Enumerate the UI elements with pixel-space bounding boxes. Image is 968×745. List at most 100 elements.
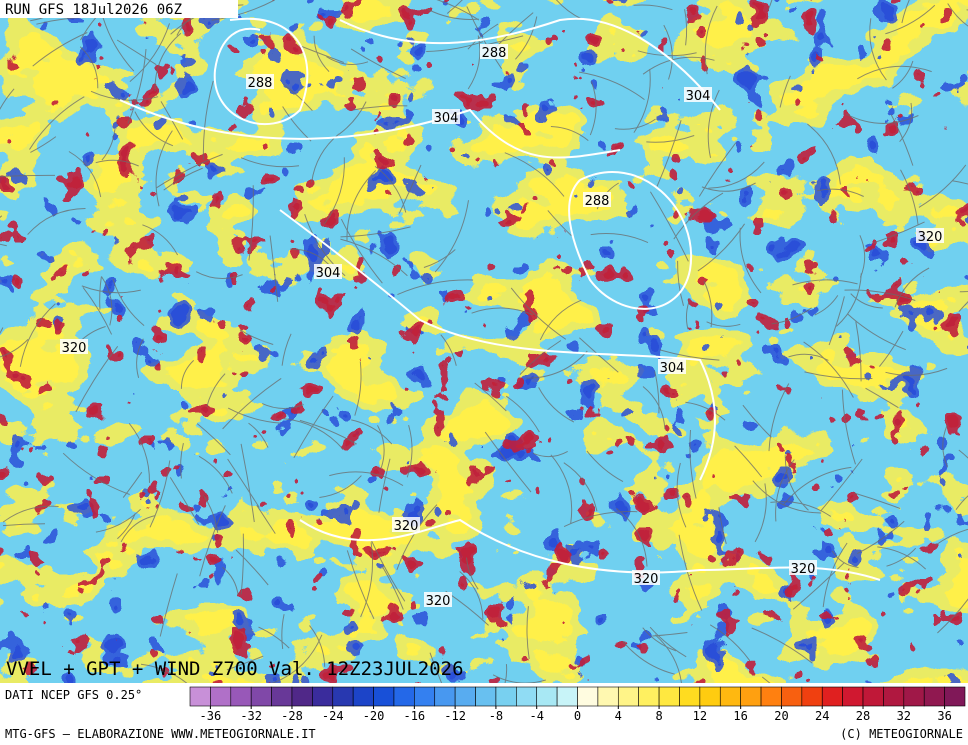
- streamline: [398, 164, 422, 214]
- streamline: [467, 23, 499, 50]
- streamline: [82, 286, 113, 335]
- streamline: [377, 425, 385, 469]
- streamline: [19, 303, 56, 367]
- streamline: [163, 167, 203, 191]
- streamline: [646, 135, 695, 143]
- streamline: [222, 566, 239, 596]
- contour-label-bg: [480, 44, 508, 59]
- contour: [213, 17, 309, 126]
- streamline: [281, 333, 292, 366]
- streamline: [900, 169, 919, 226]
- streamline: [426, 41, 484, 52]
- streamline: [751, 627, 813, 664]
- contour-label: 304: [434, 111, 459, 126]
- contour-label: 304: [686, 89, 711, 104]
- colorbar-tick-label: -4: [529, 709, 543, 723]
- streamline: [958, 301, 968, 312]
- streamline: [633, 4, 673, 11]
- colorbar-swatch: [658, 686, 680, 707]
- streamline: [75, 345, 119, 413]
- colorbar-swatch: [617, 686, 639, 707]
- streamline: [227, 458, 260, 508]
- colorbar-tick-label: -8: [489, 709, 503, 723]
- streamline: [718, 507, 727, 545]
- streamline: [504, 664, 508, 683]
- streamline: [854, 492, 901, 509]
- streamline: [68, 151, 102, 198]
- streamline: [885, 4, 936, 35]
- streamline: [590, 232, 649, 244]
- contour-label: 320: [62, 341, 87, 356]
- contour-label-bg: [583, 192, 611, 207]
- streamline: [918, 164, 967, 208]
- streamline: [340, 238, 408, 277]
- streamline: [820, 458, 863, 512]
- streamline: [934, 528, 968, 546]
- streamline: [299, 419, 357, 445]
- streamline: [857, 65, 932, 80]
- streamline: [955, 495, 968, 510]
- streamline: [350, 48, 406, 79]
- streamline: [654, 634, 682, 683]
- colorbar-swatch: [250, 686, 272, 707]
- colorbar-tick-label: -16: [403, 709, 425, 723]
- streamline: [885, 367, 948, 376]
- streamline: [841, 389, 856, 465]
- streamline: [663, 24, 673, 80]
- streamline: [698, 142, 737, 197]
- streamline: [847, 313, 906, 351]
- streamline: [269, 235, 279, 302]
- contour-label-bg: [789, 560, 817, 575]
- streamline: [27, 208, 86, 235]
- streamline: [283, 84, 313, 112]
- streamline: [649, 626, 687, 658]
- streamline: [90, 90, 159, 101]
- streamline: [474, 382, 507, 412]
- streamline: [136, 338, 144, 379]
- streamline: [466, 557, 479, 590]
- colorbar-swatch: [801, 686, 823, 707]
- colorbar-tick-label: -24: [322, 709, 344, 723]
- streamline: [329, 471, 404, 487]
- streamline: [427, 9, 479, 20]
- colorbar-swatch: [760, 686, 782, 707]
- streamline: [169, 477, 200, 525]
- colorbar-swatch: [577, 686, 599, 707]
- credit-right: (C) METEOGIORNALE: [840, 727, 963, 741]
- streamline: [374, 165, 407, 213]
- streamline: [120, 515, 156, 543]
- streamline: [32, 32, 88, 67]
- streamline: [484, 431, 532, 493]
- colorbar-swatch: [862, 686, 884, 707]
- contour-label: 288: [248, 76, 273, 91]
- streamline: [890, 114, 914, 166]
- streamline: [459, 571, 484, 620]
- colorbar-swatch: [230, 686, 252, 707]
- streamline: [814, 295, 839, 316]
- streamline: [127, 49, 147, 124]
- streamline: [846, 113, 919, 124]
- colorbar-swatch: [210, 686, 232, 707]
- streamline: [226, 655, 264, 671]
- streamline: [340, 218, 383, 284]
- streamline: [622, 641, 675, 675]
- streamline: [198, 455, 233, 494]
- colorbar-swatch: [393, 686, 415, 707]
- streamline: [899, 102, 913, 143]
- streamline: [159, 573, 178, 637]
- streamline: [504, 152, 565, 197]
- map-title: VVEL + GPT + WIND Z700 Val. 12Z23JUL2026: [6, 658, 464, 680]
- streamline: [649, 191, 689, 262]
- colorbar-tick-label: 20: [774, 709, 788, 723]
- streamline: [397, 279, 474, 296]
- streamline: [678, 534, 703, 611]
- streamline: [708, 161, 765, 189]
- streamline: [656, 120, 682, 187]
- streamline: [877, 546, 927, 570]
- colorbar-swatch: [740, 686, 762, 707]
- streamline: [526, 606, 530, 660]
- streamline: [240, 443, 255, 523]
- streamline: [313, 35, 330, 72]
- streamline: [95, 159, 139, 167]
- contour-label: 320: [918, 230, 943, 245]
